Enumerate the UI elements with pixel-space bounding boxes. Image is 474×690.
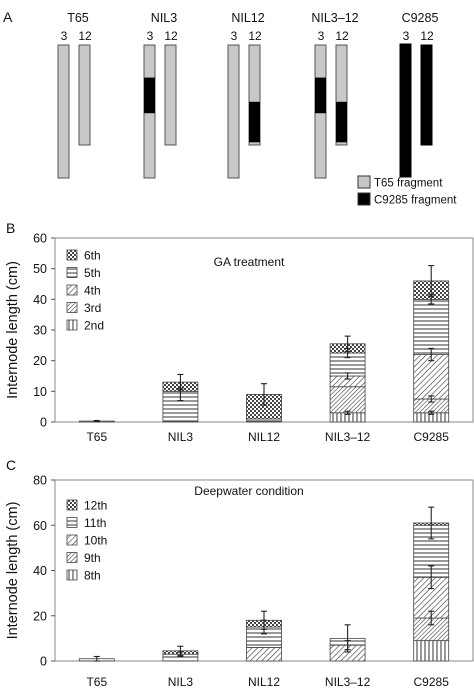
chr3-label: 3 xyxy=(231,29,238,43)
y-tick-label: 0 xyxy=(40,655,47,669)
chromosome-3-nil12 xyxy=(227,44,240,179)
y-tick-label: 60 xyxy=(33,232,47,246)
legend-label-4th: 4th xyxy=(84,284,101,298)
legend-label-12th: 12th xyxy=(84,499,107,513)
x-tick-label-nil3: NIL3 xyxy=(168,675,194,689)
y-tick-label: 40 xyxy=(33,293,47,307)
legend-label-2nd: 2nd xyxy=(84,319,104,333)
bar-segment-nil12-5th xyxy=(246,418,282,423)
y-axis-label: Internode length (cm) xyxy=(5,502,21,640)
panel-c-chart: C 0 20 40 60 80 Internode length (cm) Deepwater… xyxy=(5,457,474,689)
legend-label-11th: 11th xyxy=(84,516,106,530)
y-tick-label: 0 xyxy=(40,416,47,430)
y-tick-label: 10 xyxy=(33,385,47,399)
c9285-segment-chr12 xyxy=(249,101,260,143)
y-tick-label: 60 xyxy=(33,519,47,533)
x-tick-label-nil12: NIL12 xyxy=(248,430,280,444)
genotype-label-nil3: NIL3 xyxy=(151,11,177,25)
bar-segment-nil12-10th xyxy=(246,647,282,662)
x-tick-label-nil3-12: NIL3–12 xyxy=(325,675,371,689)
y-tick-label: 20 xyxy=(33,354,47,368)
legend-label-c9285-fragment: C9285 fragment xyxy=(374,195,457,207)
y-tick-label: 50 xyxy=(33,262,47,276)
legend-swatch-4th xyxy=(66,284,78,296)
chr3-label: 3 xyxy=(147,29,154,43)
panel-b-chart: B 0 10 20 30 40 50 60 Internode length (cm) GA tr… xyxy=(5,220,474,444)
y-tick-label: 80 xyxy=(33,474,47,488)
panel-letter-c: C xyxy=(6,457,16,473)
x-tick-label-t65: T65 xyxy=(86,430,107,444)
legend-label-9th: 9th xyxy=(84,551,101,565)
y-tick-label: 20 xyxy=(33,609,47,623)
legend-label-8th: 8th xyxy=(84,569,101,583)
chart-title: GA treatment xyxy=(214,255,285,269)
chromosome-12-nil12 xyxy=(248,44,261,146)
genotype-label-nil3-12: NIL3–12 xyxy=(311,11,358,25)
chromosome-3-c9285 xyxy=(399,43,412,178)
legend-label-5th: 5th xyxy=(84,266,101,280)
chart-title: Deepwater condition xyxy=(194,484,303,498)
legend-swatch-9th xyxy=(66,552,78,563)
legend-swatch-5th xyxy=(66,267,78,278)
legend-label-t65-fragment: T65 fragment xyxy=(374,178,443,190)
x-tick-label-nil12: NIL12 xyxy=(248,675,280,689)
c9285-segment-chr3 xyxy=(144,77,155,114)
genotype-label-c9285: C9285 xyxy=(402,11,439,25)
genotype-label-nil12: NIL12 xyxy=(231,11,264,25)
chr3-label: 3 xyxy=(403,29,410,43)
c9285-segment-chr3 xyxy=(315,77,326,114)
x-tick-label-c9285: C9285 xyxy=(414,430,450,444)
c9285-segment-chr12 xyxy=(336,101,347,143)
chr12-label: 12 xyxy=(420,29,434,43)
panel-a-letter: A xyxy=(3,9,13,25)
y-tick-label: 30 xyxy=(33,324,47,338)
legend-label-10th: 10th xyxy=(84,534,107,548)
legend-swatch-8th xyxy=(66,569,78,581)
legend-swatch-t65-fragment xyxy=(357,175,371,189)
y-tick-label: 40 xyxy=(33,564,47,578)
chromosome-12-nil3-12 xyxy=(335,44,348,146)
legend-label-3rd: 3rd xyxy=(84,301,101,315)
bar-segment-c9285-8th xyxy=(413,640,450,662)
bar-segment-nil3-12-3rd xyxy=(329,386,366,414)
bar-segment-c9285-4th xyxy=(413,354,450,400)
chromosome-12-c9285 xyxy=(420,44,433,146)
chr12-label: 12 xyxy=(335,29,349,43)
chr3-label: 3 xyxy=(61,29,68,43)
genotype-label-t65: T65 xyxy=(67,11,89,25)
chr12-label: 12 xyxy=(78,29,92,43)
chr12-label: 12 xyxy=(248,29,262,43)
legend-swatch-2nd xyxy=(66,319,78,331)
bar-segment-nil12-6th xyxy=(246,393,282,420)
chromosome-12-t65 xyxy=(78,44,91,146)
legend-swatch-12th xyxy=(66,499,78,511)
chromosome-12-nil3 xyxy=(164,44,177,146)
x-tick-label-nil3: NIL3 xyxy=(168,430,194,444)
panel-letter-b: B xyxy=(6,220,15,236)
legend-swatch-3rd xyxy=(66,302,78,313)
panel-a-chromosomes: A T65 3 12 NIL3 3 12 NIL12 3 12 NIL3–12 3 12 C9285 3 12… xyxy=(3,9,457,207)
legend-swatch-10th xyxy=(66,534,78,546)
x-tick-label-t65: T65 xyxy=(86,675,107,689)
x-tick-label-c9285: C9285 xyxy=(414,675,450,689)
chr3-label: 3 xyxy=(318,29,325,43)
y-axis-label: Internode length (cm) xyxy=(5,261,21,399)
legend-swatch-c9285-fragment xyxy=(357,192,371,206)
chromosome-3-t65 xyxy=(57,44,70,179)
bar-segment-c9285-5th xyxy=(413,298,450,355)
chr12-label: 12 xyxy=(164,29,178,43)
legend-label-6th: 6th xyxy=(84,249,101,263)
x-tick-label-nil3-12: NIL3–12 xyxy=(325,430,371,444)
legend-swatch-11th xyxy=(66,517,78,528)
legend-swatch-6th xyxy=(66,249,78,261)
